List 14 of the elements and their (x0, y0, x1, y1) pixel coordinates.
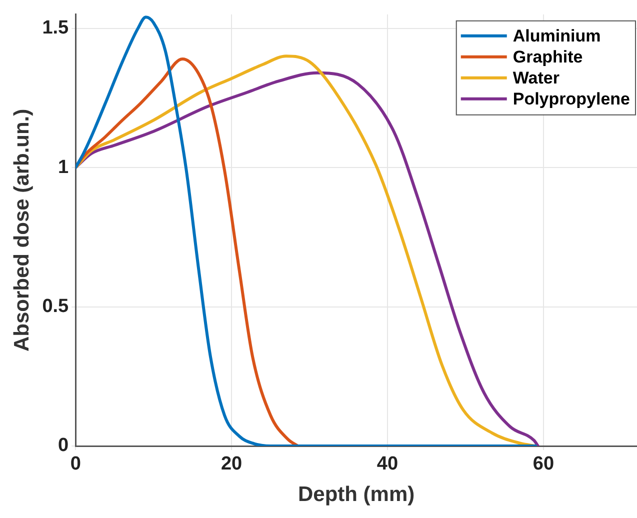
y-tick-label: 0.5 (42, 296, 70, 318)
y-tick-label: 1 (58, 156, 70, 178)
legend-label: Graphite (512, 48, 583, 67)
x-axis-title: Depth (mm) (298, 483, 415, 506)
y-tick-label: 0 (58, 435, 69, 456)
line-series (76, 57, 300, 446)
legend-label: Aluminium (512, 26, 601, 46)
y-axis-title: Absorbed dose (arb.un.) (10, 108, 34, 352)
legend-label: Polypropylene (512, 90, 630, 109)
legend-label: Water (512, 68, 560, 88)
x-tick-label: 20 (220, 454, 242, 475)
y-tick-label: 1.5 (42, 18, 70, 39)
x-tick-label: 40 (376, 454, 398, 475)
x-tick-label: 60 (532, 454, 554, 475)
